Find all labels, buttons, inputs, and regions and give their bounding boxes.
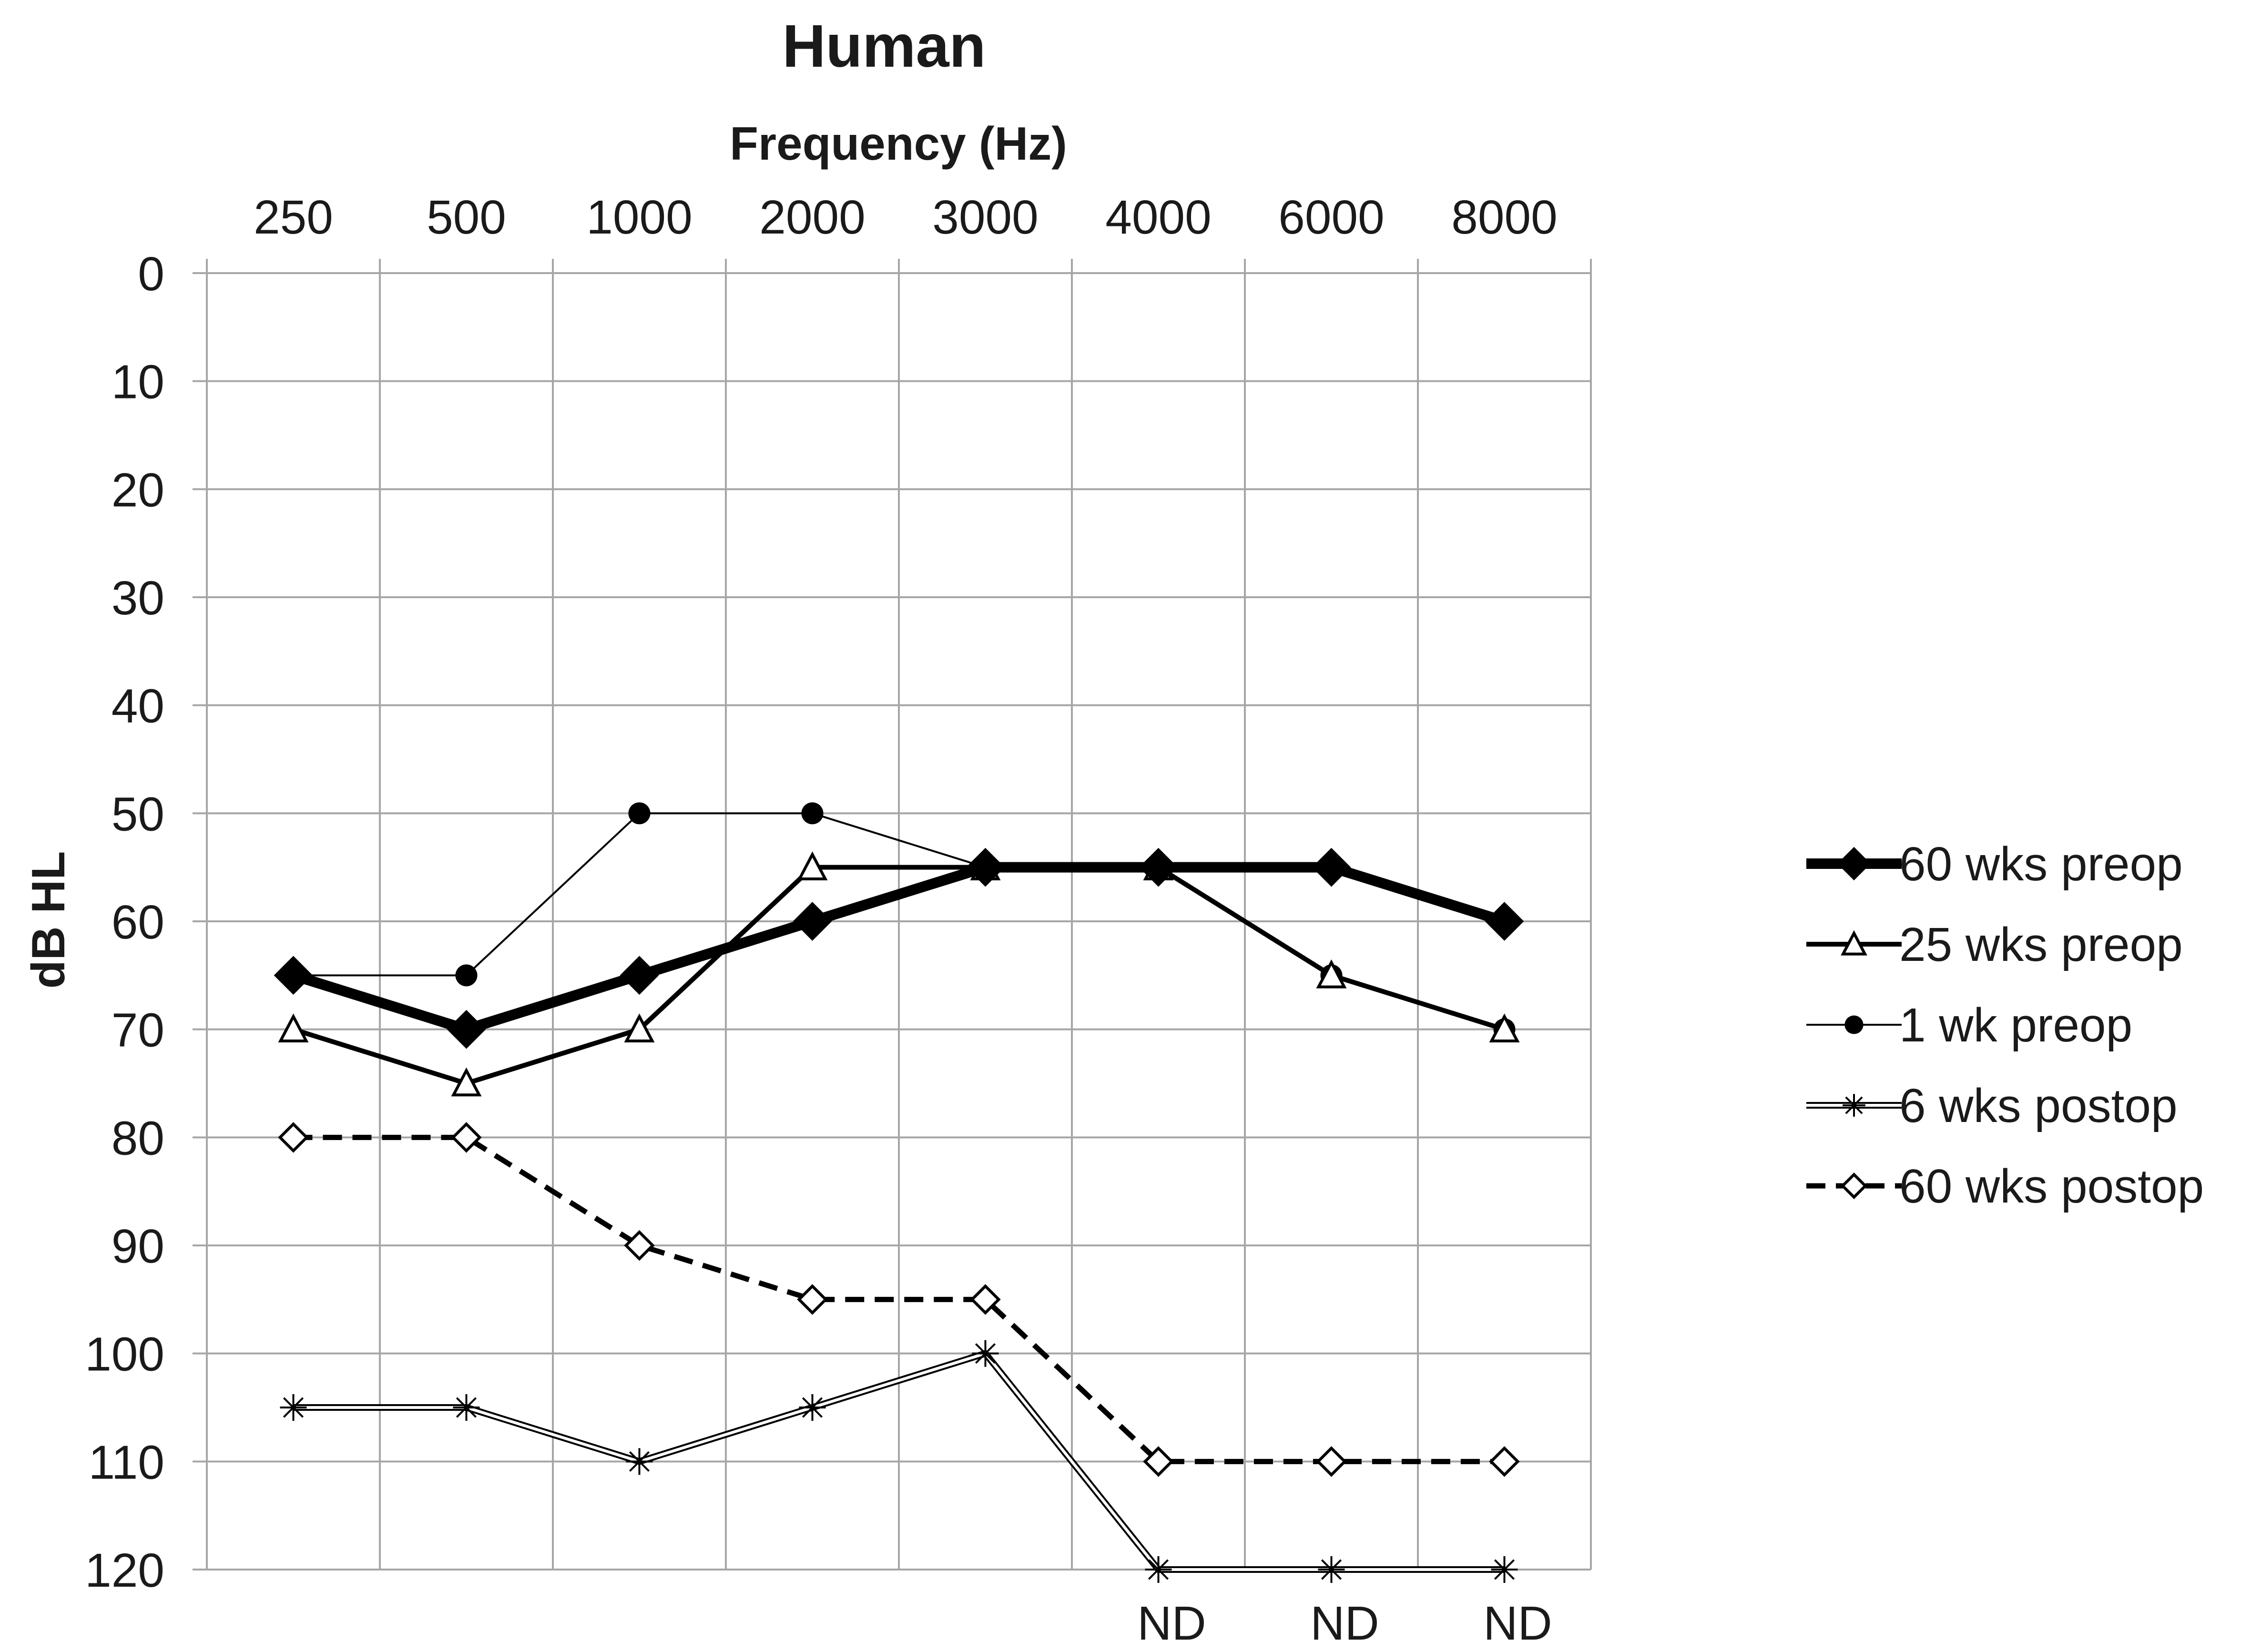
y-tick-label: 60 [112, 896, 164, 949]
data-point [455, 964, 478, 987]
nd-label: ND [1310, 1597, 1379, 1650]
data-point [278, 1122, 309, 1153]
nd-annotations: ND ND ND [1137, 1597, 1552, 1650]
legend-label: 60 wks preop [1899, 837, 2183, 891]
data-point [1145, 1556, 1172, 1583]
data-point [274, 956, 313, 995]
data-point [1316, 959, 1347, 989]
chart-title: Human [782, 12, 986, 80]
asterisk-stroke [629, 1451, 650, 1472]
asterisk-stroke [975, 1343, 996, 1364]
x-tick-label: 3000 [932, 191, 1038, 244]
legend-label: 60 wks postop [1899, 1160, 2204, 1213]
data-point [1143, 1446, 1174, 1477]
data-point [972, 1340, 999, 1367]
legend: 60 wks preop 25 wks preop 1 wk preop 6 wks … [1806, 837, 2204, 1213]
series-6-wks-postop [280, 1340, 1518, 1583]
x-axis-label: Frequency (Hz) [730, 117, 1067, 170]
legend-entry: 25 wks preop [1806, 918, 2183, 971]
y-tick-label: 30 [112, 571, 164, 625]
y-tick-label: 110 [89, 1436, 164, 1489]
data-point [451, 1122, 482, 1153]
legend-label: 25 wks preop [1899, 918, 2183, 971]
data-point [1489, 1013, 1520, 1042]
data-point [278, 1013, 309, 1042]
nd-label: ND [1483, 1597, 1552, 1650]
x-tick-label: 250 [254, 191, 333, 244]
data-point [970, 1284, 1001, 1315]
data-point [1316, 1446, 1347, 1477]
legend-entry: 60 wks preop [1806, 837, 2183, 891]
data-point [1139, 847, 1178, 887]
data-point [280, 1394, 307, 1421]
data-point [624, 1013, 655, 1042]
series-line [293, 1134, 1505, 1464]
data-point [620, 956, 659, 995]
data-point [1844, 1015, 1864, 1034]
data-point [1318, 1556, 1345, 1583]
y-tick-label: 70 [112, 1004, 164, 1057]
series-line-inner [293, 1352, 1505, 1571]
data-point [1843, 1094, 1865, 1117]
asterisk-stroke [1148, 1559, 1169, 1580]
x-tick-label: 1000 [586, 191, 692, 244]
data-point [1840, 1172, 1868, 1200]
data-point [801, 802, 824, 825]
legend-entry: 1 wk preop [1806, 999, 2132, 1052]
legend-entry: 60 wks postop [1806, 1160, 2204, 1213]
data-point [1837, 846, 1871, 881]
y-tick-label: 10 [112, 356, 164, 409]
y-tick-label: 80 [112, 1112, 164, 1165]
data-point [1491, 1556, 1518, 1583]
x-tick-label: 500 [427, 191, 506, 244]
y-tick-label: 40 [112, 680, 164, 733]
data-point [1312, 847, 1351, 887]
nd-label: ND [1137, 1597, 1206, 1650]
series-line [293, 865, 1505, 1086]
asterisk-stroke [1845, 1096, 1863, 1114]
y-tick-label: 50 [112, 787, 164, 841]
x-tick-label: 8000 [1451, 191, 1557, 244]
legend-label: 6 wks postop [1899, 1079, 2178, 1132]
x-tick-label: 6000 [1278, 191, 1384, 244]
series-60-wks-postop [278, 1122, 1520, 1477]
asterisk-stroke [802, 1397, 823, 1418]
y-axis-label: dB HL [22, 851, 74, 989]
legend-entry: 6 wks postop [1806, 1079, 2178, 1132]
data-point [447, 1010, 486, 1049]
asterisk-stroke [283, 1397, 304, 1418]
legend-label: 1 wk preop [1899, 999, 2132, 1052]
data-point [453, 1394, 480, 1421]
y-tick-label: 120 [85, 1544, 164, 1597]
data-point [1485, 902, 1524, 941]
data-point [799, 1394, 826, 1421]
data-point [966, 847, 1005, 887]
asterisk-stroke [1321, 1559, 1342, 1580]
data-point [793, 902, 832, 941]
x-tick-label: 4000 [1105, 191, 1211, 244]
y-tick-labels: 0 10 20 30 40 50 60 70 80 90 100 110 120 [85, 247, 164, 1597]
x-tick-labels: 250 500 1000 2000 3000 4000 6000 8000 [254, 191, 1558, 244]
y-tick-label: 90 [112, 1220, 164, 1273]
series-layer [274, 802, 1524, 1583]
data-point [1841, 930, 1867, 956]
data-point [626, 1448, 653, 1475]
data-point [628, 802, 651, 825]
data-point [451, 1067, 482, 1097]
data-point [1489, 1446, 1520, 1477]
data-point [624, 1230, 655, 1261]
series-60-wks-preop [274, 847, 1524, 1049]
x-tick-label: 2000 [759, 191, 865, 244]
series-line [292, 862, 1506, 1035]
grid-lines [193, 259, 1592, 1570]
data-point [797, 851, 828, 880]
asterisk-stroke [1494, 1559, 1515, 1580]
y-tick-label: 100 [85, 1328, 164, 1381]
data-point [797, 1284, 828, 1315]
asterisk-stroke [456, 1397, 477, 1418]
y-tick-label: 0 [138, 247, 164, 301]
y-tick-label: 20 [112, 463, 164, 517]
